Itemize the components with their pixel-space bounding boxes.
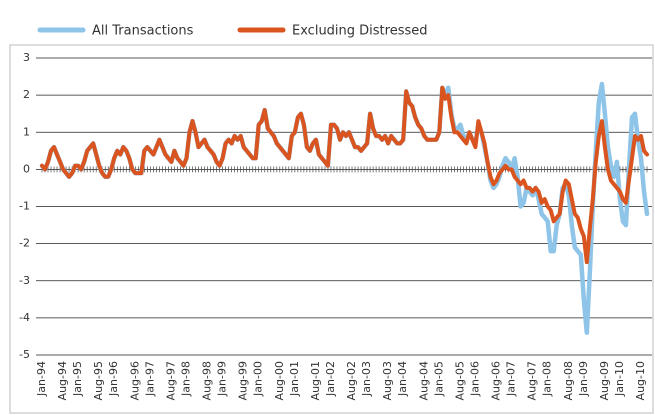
series-line bbox=[39, 81, 650, 335]
x-tick-label: Jan-09 bbox=[577, 361, 590, 397]
x-tick-label: Aug-98 bbox=[201, 361, 214, 400]
x-tick-label: Jan-05 bbox=[432, 361, 445, 397]
x-tick-label: Aug-07 bbox=[526, 361, 539, 400]
x-tick-label: Aug-06 bbox=[490, 361, 503, 400]
x-tick-label: Jan-03 bbox=[360, 361, 373, 397]
y-tick-label: 2 bbox=[23, 88, 30, 101]
y-tick-label: 0 bbox=[23, 162, 30, 175]
x-tick-label: Aug-01 bbox=[309, 361, 322, 400]
series-line bbox=[40, 85, 649, 265]
x-tick-label: Jan-99 bbox=[216, 361, 229, 397]
x-tick-label: Jan-96 bbox=[107, 361, 120, 397]
x-tick-label: Jan-00 bbox=[252, 361, 265, 397]
y-tick-label: 1 bbox=[23, 125, 30, 138]
x-tick-label: Jan-06 bbox=[468, 361, 481, 397]
x-tick-label: Jan-04 bbox=[396, 361, 409, 397]
y-tick-label: 3 bbox=[23, 51, 30, 64]
x-tick-label: Aug-05 bbox=[453, 361, 466, 400]
x-tick-label: Jan-10 bbox=[613, 361, 626, 397]
x-tick-label: Jan-94 bbox=[35, 361, 48, 397]
x-tick-label: Aug-96 bbox=[128, 361, 141, 400]
x-tick-label: Aug-94 bbox=[56, 361, 69, 400]
y-tick-label: -3 bbox=[19, 274, 30, 287]
x-tick-label: Aug-99 bbox=[237, 361, 250, 400]
x-tick-label: Aug-95 bbox=[92, 361, 105, 400]
y-tick-label: -4 bbox=[19, 311, 30, 324]
x-tick-label: Aug-97 bbox=[164, 361, 177, 400]
x-tick-label: Jan-07 bbox=[505, 361, 518, 397]
legend-label: All Transactions bbox=[92, 24, 194, 39]
y-tick-label: -2 bbox=[19, 237, 30, 250]
x-tick-label: Aug-10 bbox=[634, 361, 647, 400]
x-tick-label: Aug-09 bbox=[598, 361, 611, 400]
x-tick-label: Aug-02 bbox=[345, 361, 358, 400]
frame bbox=[9, 44, 654, 414]
x-tick-label: Jan-98 bbox=[179, 361, 192, 397]
x-tick-label: Jan-95 bbox=[71, 361, 84, 397]
x-tick-label: Aug-00 bbox=[273, 361, 286, 400]
x-tick-label: Aug-03 bbox=[381, 361, 394, 400]
x-tick-label: Aug-08 bbox=[562, 361, 575, 400]
x-tick-label: Jan-01 bbox=[288, 361, 301, 397]
legend-label: Excluding Distressed bbox=[292, 24, 428, 39]
y-tick-label: -5 bbox=[19, 348, 30, 361]
x-tick-label: Jan-08 bbox=[541, 361, 554, 397]
y-tick-label: -1 bbox=[19, 200, 30, 213]
x-tick-label: Jan-02 bbox=[324, 361, 337, 397]
x-tick-label: Aug-04 bbox=[417, 361, 430, 400]
x-tick-label: Jan-97 bbox=[143, 361, 156, 397]
